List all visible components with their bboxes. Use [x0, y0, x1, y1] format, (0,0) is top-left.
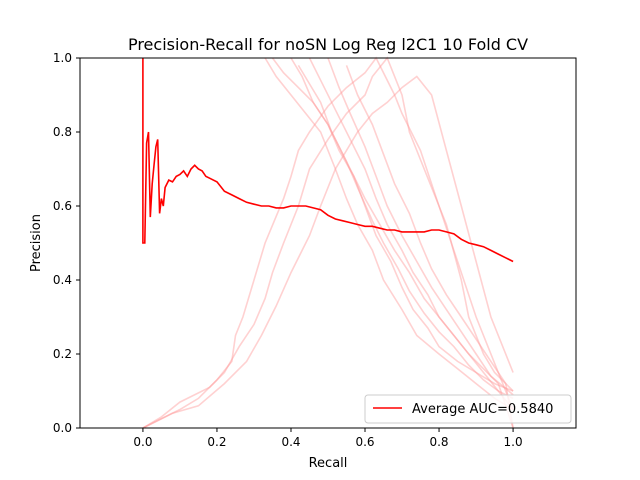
fold-curve-4	[264, 57, 514, 411]
x-tick-label: 1.0	[504, 435, 523, 449]
fold-curve-8	[308, 57, 514, 410]
fold-curve-6	[290, 57, 514, 392]
average-curve-line	[142, 58, 514, 263]
fold-curve-3	[142, 75, 514, 429]
average-curve	[142, 58, 514, 263]
y-axis-label: Precision	[29, 214, 44, 272]
x-tick-label: 0.4	[281, 435, 300, 449]
legend-label-average: Average AUC=0.5840	[412, 402, 553, 417]
y-tick-label: 0.8	[53, 125, 72, 139]
y-tick-label: 0.0	[53, 421, 72, 435]
fold-curve-5	[271, 57, 514, 429]
fold-curve-9	[327, 57, 514, 396]
y-axis-ticks: 0.0 0.2 0.4 0.6 0.8 1.0	[53, 51, 80, 435]
chart-title: Precision-Recall for noSN Log Reg l2C1 1…	[128, 35, 528, 54]
fold-curves	[142, 56, 514, 429]
legend: Average AUC=0.5840	[364, 394, 572, 424]
x-tick-label: 0.2	[207, 435, 226, 449]
x-tick-label: 0.0	[133, 435, 152, 449]
fold-curve-2	[142, 56, 514, 429]
fold-curve-7	[297, 64, 514, 400]
plot-frame	[79, 57, 577, 429]
y-tick-label: 0.4	[53, 273, 72, 287]
x-axis-ticks: 0.0 0.2 0.4 0.6 0.8 1.0	[133, 428, 523, 449]
x-axis-label: Recall	[309, 456, 348, 471]
x-tick-label: 0.8	[429, 435, 448, 449]
fold-curve-10	[345, 65, 514, 429]
fold-curve-1	[142, 56, 514, 429]
y-tick-label: 0.6	[53, 199, 72, 213]
x-tick-label: 0.6	[355, 435, 374, 449]
y-tick-label: 0.2	[53, 347, 72, 361]
legend-box	[364, 394, 572, 424]
y-tick-label: 1.0	[53, 51, 72, 65]
